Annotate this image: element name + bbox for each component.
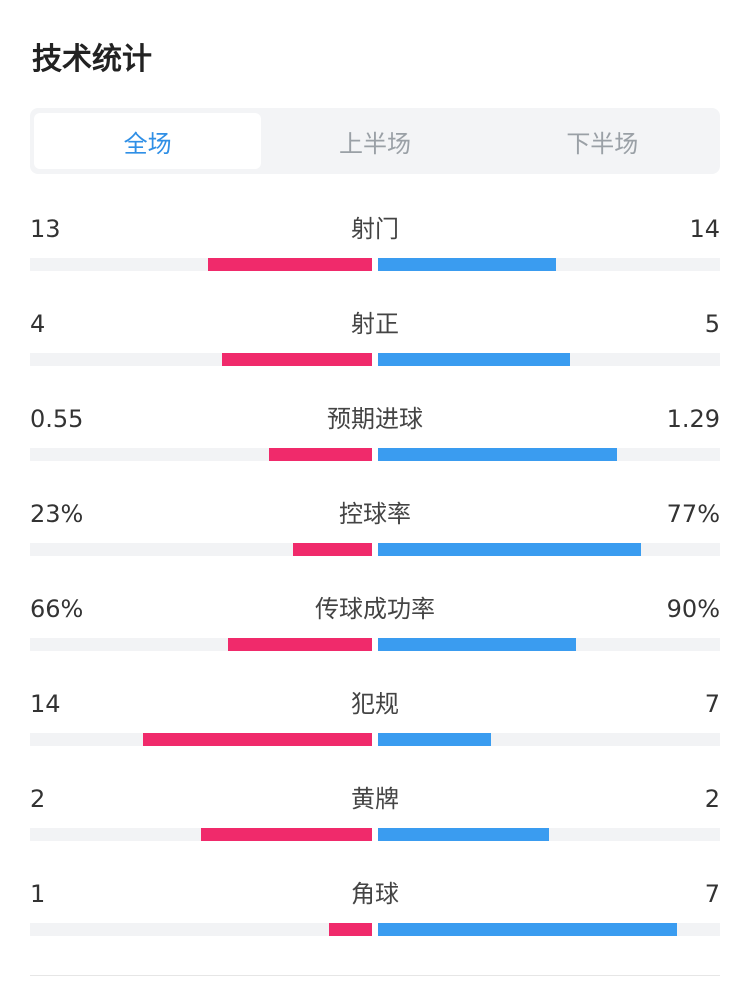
stat-row: 1 角球 7 (30, 857, 720, 952)
stat-row: 0.55 预期进球 1.29 (30, 382, 720, 477)
home-bar-track (30, 448, 372, 461)
away-bar-track (378, 448, 720, 461)
away-bar (378, 543, 641, 556)
home-value: 14 (30, 690, 61, 718)
home-bar (293, 543, 372, 556)
away-value: 1.29 (666, 405, 720, 433)
divider (30, 975, 720, 976)
stat-row: 14 犯规 7 (30, 667, 720, 762)
away-bar (378, 923, 677, 936)
home-value: 66% (30, 595, 84, 623)
away-bar-track (378, 828, 720, 841)
away-value: 2 (704, 785, 720, 813)
away-bar (378, 733, 491, 746)
home-bar-track (30, 353, 372, 366)
away-bar (378, 448, 617, 461)
stat-row: 66% 传球成功率 90% (30, 572, 720, 667)
away-value: 7 (704, 880, 720, 908)
home-bar-track (30, 258, 372, 271)
tab-full-match[interactable]: 全场 (34, 113, 262, 169)
home-bar (143, 733, 372, 746)
page-title: 技术统计 (32, 42, 152, 77)
away-bar-track (378, 638, 720, 651)
away-bar (378, 638, 576, 651)
away-bar (378, 353, 570, 366)
away-bar-track (378, 353, 720, 366)
away-bar (378, 258, 556, 271)
tab-second-half[interactable]: 下半场 (566, 129, 639, 158)
home-bar (201, 828, 372, 841)
stat-label: 控球率 (339, 500, 411, 528)
home-bar (269, 448, 372, 461)
stat-row: 23% 控球率 77% (30, 477, 720, 572)
home-value: 23% (30, 500, 84, 528)
stat-label: 角球 (351, 880, 399, 908)
stat-row: 13 射门 14 (30, 192, 720, 287)
stat-row: 4 射正 5 (30, 287, 720, 382)
home-bar-track (30, 733, 372, 746)
home-bar (329, 923, 372, 936)
home-bar (222, 353, 372, 366)
stat-label: 射门 (351, 215, 399, 243)
home-value: 4 (30, 310, 46, 338)
home-value: 0.55 (30, 405, 84, 433)
period-tabs: 全场 上半场 下半场 (30, 108, 720, 174)
away-bar-track (378, 543, 720, 556)
home-bar-track (30, 828, 372, 841)
home-value: 1 (30, 880, 46, 908)
stat-row: 2 黄牌 2 (30, 762, 720, 857)
stat-label: 黄牌 (351, 785, 399, 813)
stats-list: 13 射门 14 4 射正 5 0.55 预期进球 1.29 23% 控球率 77% 66% 传球成功率 9… (30, 192, 720, 952)
home-value: 2 (30, 785, 46, 813)
home-bar (228, 638, 372, 651)
away-value: 7 (704, 690, 720, 718)
stat-label: 射正 (351, 310, 399, 338)
tab-first-half[interactable]: 上半场 (338, 129, 411, 158)
away-bar-track (378, 733, 720, 746)
home-value: 13 (30, 215, 61, 243)
away-value: 90% (666, 595, 720, 623)
away-bar (378, 828, 549, 841)
stat-label: 传球成功率 (315, 595, 435, 623)
away-bar-track (378, 923, 720, 936)
away-bar-track (378, 258, 720, 271)
home-bar-track (30, 638, 372, 651)
away-value: 14 (689, 215, 720, 243)
stat-label: 预期进球 (327, 405, 423, 433)
away-value: 5 (704, 310, 720, 338)
home-bar (208, 258, 372, 271)
away-value: 77% (666, 500, 720, 528)
home-bar-track (30, 923, 372, 936)
home-bar-track (30, 543, 372, 556)
stat-label: 犯规 (351, 690, 399, 718)
